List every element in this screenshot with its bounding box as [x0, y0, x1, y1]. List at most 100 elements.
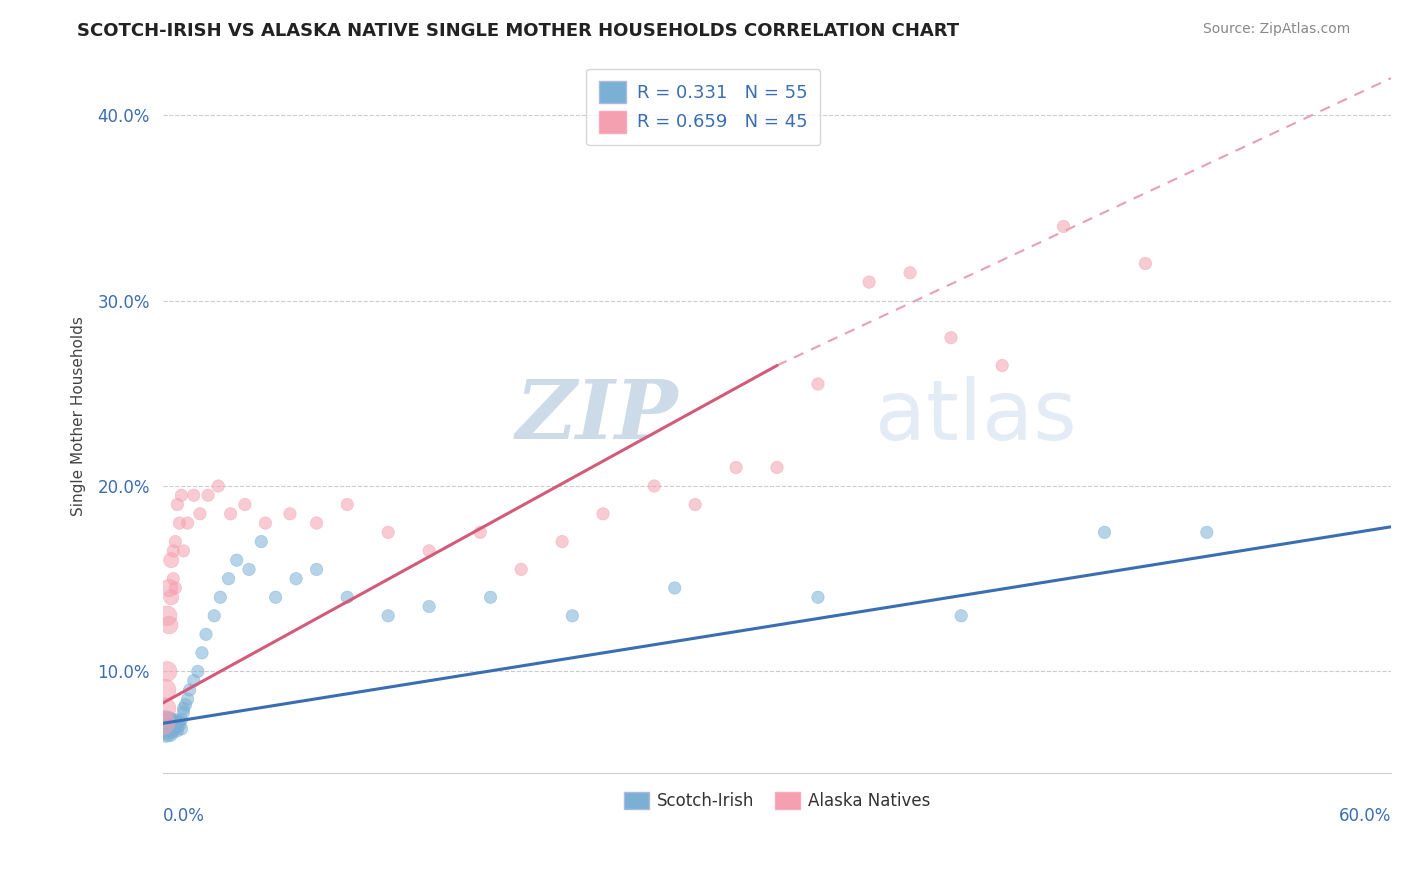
Point [254, 516, 277, 530]
Point [219, 507, 242, 521]
Point [479, 591, 502, 605]
Point [156, 608, 179, 623]
Point [157, 618, 180, 632]
Point [225, 553, 247, 567]
Point [305, 516, 328, 530]
Text: 0.0%: 0.0% [163, 806, 205, 825]
Point [898, 266, 921, 280]
Point [664, 581, 686, 595]
Point [173, 701, 195, 715]
Point [160, 553, 183, 567]
Point [152, 716, 174, 731]
Point [766, 460, 789, 475]
Point [418, 544, 440, 558]
Point [162, 722, 184, 736]
Point [233, 498, 256, 512]
Y-axis label: Single Mother Households: Single Mother Households [72, 317, 86, 516]
Point [153, 682, 176, 697]
Point [218, 572, 240, 586]
Point [173, 705, 195, 719]
Text: Source: ZipAtlas.com: Source: ZipAtlas.com [1202, 22, 1350, 37]
Point [166, 716, 188, 731]
Point [377, 608, 399, 623]
Text: ZIP: ZIP [516, 376, 679, 457]
Point [336, 498, 359, 512]
Point [336, 591, 359, 605]
Point [160, 720, 183, 734]
Point [156, 722, 179, 736]
Point [191, 646, 214, 660]
Point [807, 377, 830, 392]
Point [305, 562, 328, 576]
Point [152, 716, 174, 731]
Point [238, 562, 260, 576]
Point [165, 581, 187, 595]
Point [285, 572, 308, 586]
Point [165, 534, 187, 549]
Point [165, 713, 187, 727]
Point [166, 498, 188, 512]
Point [939, 331, 962, 345]
Point [153, 723, 176, 738]
Point [643, 479, 665, 493]
Point [183, 488, 205, 502]
Point [162, 544, 184, 558]
Point [160, 723, 183, 738]
Point [157, 716, 180, 731]
Point [807, 591, 830, 605]
Point [160, 591, 183, 605]
Point [1195, 525, 1218, 540]
Point [156, 665, 179, 679]
Point [157, 718, 180, 732]
Point [174, 698, 197, 712]
Legend: Scotch-Irish, Alaska Natives: Scotch-Irish, Alaska Natives [616, 784, 939, 819]
Point [169, 516, 191, 530]
Point [278, 507, 301, 521]
Point [162, 714, 184, 729]
Point [264, 591, 287, 605]
Text: atlas: atlas [876, 376, 1077, 457]
Point [377, 525, 399, 540]
Point [176, 692, 198, 706]
Text: SCOTCH-IRISH VS ALASKA NATIVE SINGLE MOTHER HOUSEHOLDS CORRELATION CHART: SCOTCH-IRISH VS ALASKA NATIVE SINGLE MOT… [77, 22, 959, 40]
Point [725, 460, 748, 475]
Point [165, 722, 187, 736]
Point [166, 720, 188, 734]
Point [187, 665, 209, 679]
Point [162, 720, 184, 734]
Point [157, 725, 180, 739]
Point [156, 720, 179, 734]
Point [153, 718, 176, 732]
Point [991, 359, 1014, 373]
Point [510, 562, 533, 576]
Point [156, 714, 179, 729]
Point [162, 572, 184, 586]
Point [183, 673, 205, 688]
Point [169, 714, 191, 729]
Point [166, 723, 188, 738]
Point [188, 507, 211, 521]
Point [683, 498, 706, 512]
Point [551, 534, 574, 549]
Point [250, 534, 273, 549]
Point [173, 544, 195, 558]
Point [170, 722, 193, 736]
Point [470, 525, 492, 540]
Point [418, 599, 440, 614]
Point [1094, 525, 1116, 540]
Point [561, 608, 583, 623]
Point [179, 682, 201, 697]
Point [157, 714, 180, 729]
Point [202, 608, 225, 623]
Point [207, 479, 229, 493]
Point [1135, 256, 1157, 270]
Point [176, 516, 198, 530]
Point [162, 718, 184, 732]
Point [153, 701, 176, 715]
Point [160, 714, 183, 729]
Point [1052, 219, 1074, 234]
Point [165, 718, 187, 732]
Point [592, 507, 614, 521]
Point [197, 488, 219, 502]
Point [195, 627, 218, 641]
